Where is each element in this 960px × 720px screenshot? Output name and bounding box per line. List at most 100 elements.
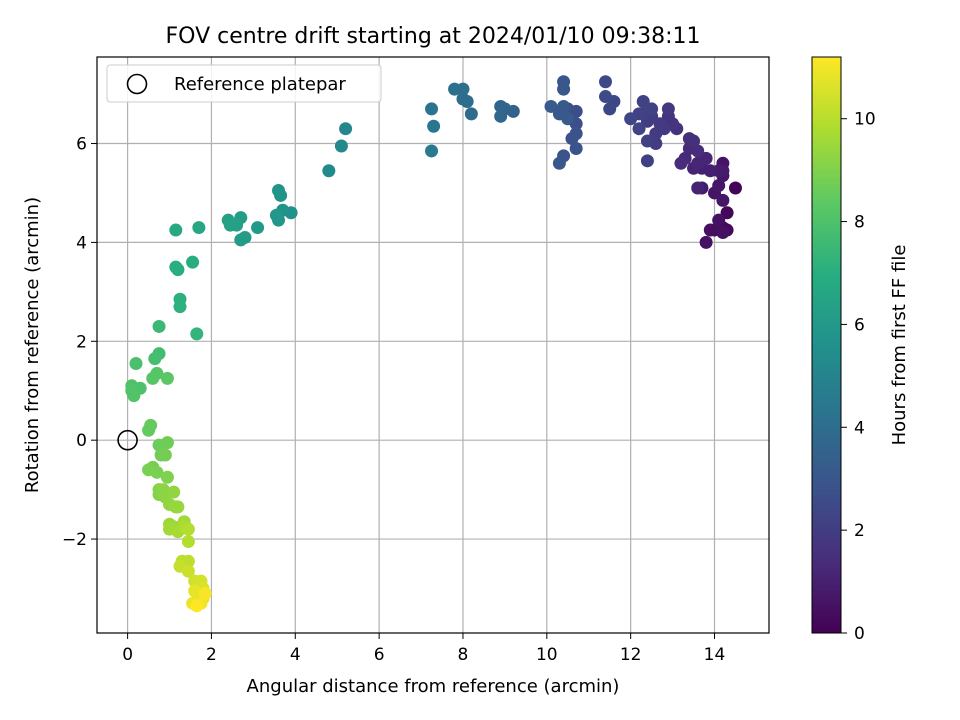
- data-point: [632, 122, 646, 136]
- data-point: [661, 102, 675, 116]
- data-point: [198, 586, 212, 600]
- data-point: [464, 107, 478, 121]
- x-axis-label: Angular distance from reference (arcmin): [247, 676, 620, 697]
- data-point: [728, 181, 742, 195]
- plot-frame: [96, 56, 770, 634]
- colorbar-tick-label: 2: [854, 521, 865, 541]
- data-point: [160, 371, 174, 385]
- data-point: [569, 141, 583, 155]
- data-point: [674, 156, 688, 170]
- data-point: [152, 319, 166, 333]
- data-point: [158, 448, 172, 462]
- data-point: [188, 584, 202, 598]
- data-point: [691, 144, 705, 158]
- y-tick-label: 4: [76, 233, 87, 253]
- data-point: [712, 179, 726, 193]
- data-point: [251, 221, 265, 235]
- data-point: [640, 154, 654, 168]
- data-point: [716, 226, 730, 240]
- data-point: [181, 564, 195, 578]
- data-point: [494, 99, 508, 113]
- x-tick-label: 14: [704, 645, 726, 665]
- data-point: [456, 92, 470, 106]
- data-point: [234, 233, 248, 247]
- data-point: [552, 156, 566, 170]
- data-point: [322, 164, 336, 178]
- reference-platepar-marker: [117, 429, 138, 451]
- data-point: [557, 75, 571, 89]
- data-point: [167, 485, 181, 499]
- data-point: [142, 423, 156, 437]
- data-point: [599, 90, 613, 104]
- data-point: [682, 132, 696, 146]
- y-tick-label: −2: [62, 530, 87, 550]
- data-point: [494, 109, 508, 123]
- x-tick-label: 10: [536, 645, 558, 665]
- x-tick-label: 4: [290, 645, 301, 665]
- data-point: [712, 213, 726, 227]
- colorbar: 0 2 4 6 8 10 Hours from first FF file: [811, 56, 910, 644]
- data-point: [448, 82, 462, 96]
- x-axis: 0 2 4 6 8 10 12 14: [122, 633, 725, 665]
- data-point: [129, 357, 143, 371]
- data-point: [334, 139, 348, 153]
- data-point: [192, 221, 206, 235]
- data-point: [716, 193, 730, 207]
- data-point: [720, 206, 734, 220]
- data-point: [425, 144, 439, 158]
- data-point: [565, 132, 579, 146]
- data-point: [691, 181, 705, 195]
- data-points: [125, 75, 742, 613]
- data-point: [125, 384, 139, 398]
- legend-marker-icon: [126, 73, 148, 95]
- data-point: [173, 300, 187, 314]
- data-point: [425, 102, 439, 116]
- colorbar-gradient: [811, 56, 842, 634]
- data-point: [190, 327, 204, 341]
- x-tick-label: 12: [620, 645, 642, 665]
- data-point: [272, 183, 286, 197]
- colorbar-tick-label: 4: [854, 418, 865, 438]
- colorbar-tick-label: 10: [854, 110, 876, 130]
- y-tick-label: 0: [76, 431, 87, 451]
- data-point: [146, 371, 160, 385]
- data-point: [557, 99, 571, 113]
- y-tick-label: 2: [76, 332, 87, 352]
- data-point: [691, 156, 705, 170]
- chart-title: FOV centre drift starting at 2024/01/10 …: [166, 24, 701, 49]
- colorbar-tick-label: 6: [854, 315, 865, 335]
- colorbar-tick-label: 0: [854, 624, 865, 644]
- data-point: [636, 94, 650, 108]
- data-point: [699, 235, 713, 249]
- data-point: [703, 223, 717, 237]
- colorbar-label: Hours from first FF file: [889, 245, 910, 446]
- data-point: [561, 112, 575, 126]
- data-point: [544, 99, 558, 113]
- colorbar-ticks: 0 2 4 6 8 10: [841, 110, 876, 644]
- data-point: [169, 223, 183, 237]
- y-axis: −2 0 2 4 6: [62, 135, 97, 550]
- data-point: [640, 134, 654, 148]
- data-point: [148, 352, 162, 366]
- x-tick-label: 8: [458, 645, 469, 665]
- data-point: [181, 535, 195, 549]
- x-tick-label: 0: [122, 645, 133, 665]
- data-point: [649, 127, 663, 141]
- data-point: [427, 119, 441, 133]
- colorbar-tick-label: 8: [854, 213, 865, 233]
- legend: Reference platepar: [106, 64, 382, 103]
- y-tick-label: 6: [76, 135, 87, 155]
- data-point: [171, 500, 185, 514]
- legend-entry-label: Reference platepar: [174, 74, 346, 95]
- data-point: [624, 112, 638, 126]
- x-tick-label: 6: [374, 645, 385, 665]
- data-point: [160, 470, 174, 484]
- legend-box: [106, 64, 382, 103]
- data-point: [186, 255, 200, 269]
- data-point: [645, 102, 659, 116]
- data-point: [150, 465, 164, 479]
- reference-marker: [117, 429, 138, 451]
- data-point: [223, 218, 237, 232]
- data-point: [181, 522, 195, 536]
